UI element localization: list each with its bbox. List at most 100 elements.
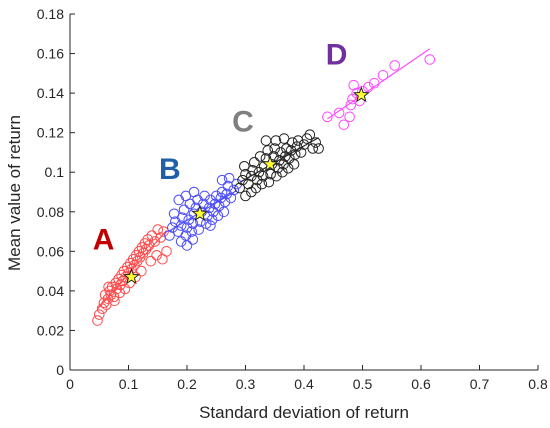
data-point-b xyxy=(177,212,188,224)
data-point-b xyxy=(210,190,222,202)
data-point-c xyxy=(240,190,251,202)
data-point-a xyxy=(114,287,126,299)
data-point-c xyxy=(298,139,310,150)
data-point-a xyxy=(136,265,147,277)
cluster-label-b: B xyxy=(159,153,181,186)
data-point-a xyxy=(142,234,154,245)
data-point-c xyxy=(260,135,272,146)
data-point-a xyxy=(109,295,120,307)
x-tick-label: 0.4 xyxy=(294,376,314,392)
y-tick-label: 0.04 xyxy=(37,283,64,299)
series-lines xyxy=(97,48,431,310)
y-tick-label: 0.06 xyxy=(37,243,64,259)
x-tick-label: 0.3 xyxy=(236,376,256,392)
data-point-c xyxy=(295,147,307,158)
data-point-b xyxy=(178,204,190,216)
data-point-a xyxy=(158,226,169,237)
x-tick-label: 0 xyxy=(66,376,74,392)
data-point-c xyxy=(285,145,297,156)
data-point-c xyxy=(237,174,248,186)
data-point-a xyxy=(145,255,157,267)
data-point-b xyxy=(164,230,175,241)
data-point-b xyxy=(219,196,231,208)
data-point-c xyxy=(253,166,265,178)
data-point-c xyxy=(307,143,319,154)
data-point-c xyxy=(247,164,258,176)
y-tick-label: 0.08 xyxy=(37,204,64,220)
data-point-c xyxy=(262,145,274,156)
data-point-b xyxy=(199,190,210,202)
data-point-a xyxy=(103,281,114,293)
data-point-c xyxy=(291,141,303,152)
x-tick-label: 0.5 xyxy=(353,376,373,392)
y-tick-label: 0.1 xyxy=(45,164,65,180)
data-point-b xyxy=(216,174,228,186)
centroid-star-c xyxy=(261,155,279,172)
data-point-d xyxy=(348,79,360,91)
y-axis-label: Mean value of return xyxy=(5,115,24,271)
data-point-a xyxy=(96,303,108,314)
data-point-d xyxy=(377,70,389,81)
data-point-d xyxy=(363,81,374,93)
data-point-c xyxy=(269,143,281,154)
data-points xyxy=(92,54,436,326)
data-point-b xyxy=(193,224,204,235)
data-point-b xyxy=(188,186,200,198)
data-point-b xyxy=(206,214,218,225)
data-point-b xyxy=(183,214,195,225)
data-point-c xyxy=(278,133,290,144)
data-point-c xyxy=(289,149,301,160)
data-point-b xyxy=(216,186,228,198)
data-point-c xyxy=(254,151,266,162)
data-point-d xyxy=(368,77,380,89)
data-point-c xyxy=(270,135,282,146)
y-tick-label: 0.02 xyxy=(37,322,64,338)
data-point-c xyxy=(248,157,260,168)
data-point-c xyxy=(271,170,282,182)
y-tick-label: 0.12 xyxy=(37,125,64,141)
y-tick-label: 0 xyxy=(56,362,64,378)
y-tick-label: 0.14 xyxy=(37,85,64,101)
x-tick-label: 0.1 xyxy=(119,376,139,392)
data-point-a xyxy=(151,249,162,261)
data-point-c xyxy=(263,176,275,188)
data-point-c xyxy=(256,178,268,190)
data-point-a xyxy=(118,265,130,277)
data-point-a xyxy=(92,315,103,326)
cluster-label-c: C xyxy=(232,106,254,139)
data-point-b xyxy=(175,220,187,231)
centroid-markers xyxy=(122,86,370,285)
data-point-c xyxy=(234,182,245,194)
data-point-d xyxy=(345,99,357,111)
data-point-d xyxy=(424,54,436,65)
data-point-a xyxy=(93,309,105,320)
data-point-b xyxy=(187,234,199,245)
x-tick-label: 0.8 xyxy=(528,376,548,392)
data-point-c xyxy=(310,137,322,148)
data-point-c xyxy=(274,155,285,166)
data-point-c xyxy=(281,143,292,154)
x-tick-label: 0.7 xyxy=(470,376,490,392)
axes: 0 0.1 0.2 0.3 0.4 0.5 0.6 0.7 0.8 0 0.02 0.04 0.06 0.… xyxy=(37,6,548,392)
data-point-a xyxy=(149,236,161,247)
data-point-c xyxy=(304,129,316,140)
data-point-c xyxy=(313,143,324,154)
data-point-a xyxy=(98,297,110,309)
data-point-b xyxy=(203,202,215,214)
data-point-d xyxy=(389,60,400,71)
cluster-label-d: D xyxy=(326,38,348,71)
cluster-labels: A B C D xyxy=(93,38,348,256)
data-point-b xyxy=(223,172,235,184)
data-point-b xyxy=(205,220,216,231)
data-point-d xyxy=(344,111,355,123)
data-point-a xyxy=(143,240,155,251)
data-point-d xyxy=(333,107,345,119)
data-point-d xyxy=(322,111,333,123)
cluster-label-a: A xyxy=(93,223,115,256)
x-tick-label: 0.6 xyxy=(411,376,431,392)
data-point-b xyxy=(228,184,240,196)
data-point-b xyxy=(186,226,197,237)
data-point-b xyxy=(175,236,187,247)
data-point-c xyxy=(277,166,288,178)
